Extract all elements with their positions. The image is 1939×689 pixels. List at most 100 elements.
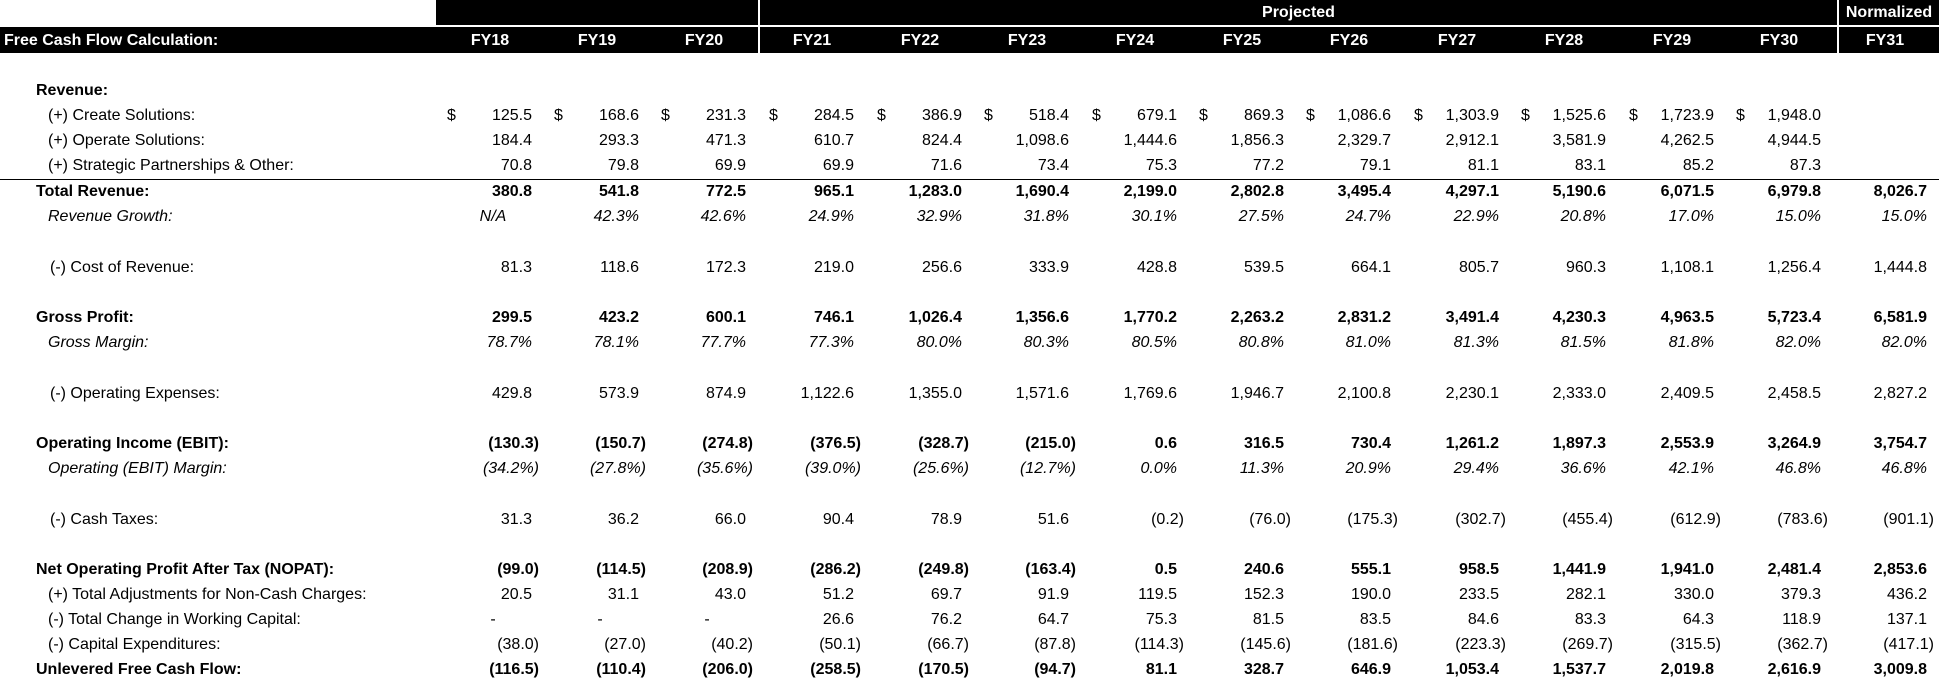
value-cell: 1,444.6 <box>1123 132 1177 149</box>
value-cell: 284.5 <box>813 107 854 124</box>
value-cell: (455.4) <box>1562 511 1613 528</box>
value-cell: (302.7) <box>1455 511 1506 528</box>
value-cell: 137.1 <box>1886 611 1927 628</box>
value-cell: 2,333.0 <box>1552 385 1606 402</box>
value-cell: 664.1 <box>1350 259 1391 276</box>
value-cell: (223.3) <box>1455 636 1506 653</box>
value-cell: 1,303.9 <box>1445 107 1499 124</box>
value-cell: 69.7 <box>930 586 962 603</box>
row-label: (-) Cost of Revenue: <box>50 259 195 276</box>
value-cell: (38.0) <box>497 636 539 653</box>
value-cell: 119.5 <box>1138 586 1177 603</box>
value-cell: (181.6) <box>1347 636 1398 653</box>
row-label: Net Operating Profit After Tax (NOPAT): <box>36 561 335 578</box>
value-cell: 64.7 <box>1037 611 1069 628</box>
year-header-fy19: FY19 <box>577 32 617 49</box>
value-cell: 80.0% <box>916 334 962 351</box>
value-cell: 87.3 <box>1789 157 1821 174</box>
value-cell: (116.5) <box>489 661 539 678</box>
value-cell: 330.0 <box>1673 586 1714 603</box>
currency-symbol: $ <box>769 107 778 124</box>
value-cell: 2,831.2 <box>1337 309 1391 326</box>
year-header-fy27: FY27 <box>1437 32 1477 49</box>
currency-symbol: $ <box>447 107 456 124</box>
row-label: (+) Operate Solutions: <box>48 132 205 149</box>
value-cell: N/A <box>479 208 507 225</box>
value-cell: 0.6 <box>1154 435 1177 452</box>
value-cell: (94.7) <box>1034 661 1076 678</box>
year-header-fy21: FY21 <box>792 32 832 49</box>
value-cell: 15.0% <box>1775 208 1821 225</box>
value-cell: 2,329.7 <box>1337 132 1391 149</box>
value-cell: 256.6 <box>921 259 962 276</box>
value-cell: 42.1% <box>1668 460 1714 477</box>
value-cell: 2,263.2 <box>1230 309 1284 326</box>
value-cell: 965.1 <box>813 183 854 200</box>
value-cell: 81.5 <box>1252 611 1284 628</box>
value-cell: 70.8 <box>500 157 532 174</box>
value-cell: 4,944.5 <box>1767 132 1821 149</box>
value-cell: (145.6) <box>1240 636 1291 653</box>
value-cell: 380.8 <box>491 183 532 200</box>
value-cell: 4,963.5 <box>1660 309 1714 326</box>
year-header-fy31: FY31 <box>1865 32 1905 49</box>
value-cell: 805.7 <box>1458 259 1499 276</box>
value-cell: 1,525.6 <box>1552 107 1606 124</box>
value-cell: (417.1) <box>1883 636 1934 653</box>
year-header-fy28: FY28 <box>1544 32 1584 49</box>
value-cell: 51.2 <box>822 586 854 603</box>
value-cell: 27.5% <box>1238 208 1284 225</box>
value-cell: 869.3 <box>1243 107 1284 124</box>
value-cell: 73.4 <box>1037 157 1069 174</box>
value-cell: (0.2) <box>1151 511 1184 528</box>
header-group-bar-normalized <box>1839 0 1939 25</box>
value-cell: 75.3 <box>1145 157 1177 174</box>
value-cell: 1,026.4 <box>908 309 962 326</box>
table-row: Revenue: <box>0 78 1939 103</box>
table-row: (+) Strategic Partnerships & Other: 70.8 7… <box>0 153 1939 178</box>
value-cell: 772.5 <box>705 183 746 200</box>
value-cell: 1,355.0 <box>908 385 962 402</box>
value-cell: 11.3% <box>1239 460 1284 477</box>
value-cell: 125.5 <box>491 107 532 124</box>
currency-symbol: $ <box>984 107 993 124</box>
table-row: (-) Capital Expenditures: (38.0) (27.0) (40… <box>0 632 1939 657</box>
value-cell: 429.8 <box>491 385 532 402</box>
currency-symbol: $ <box>554 107 563 124</box>
value-cell: (208.9) <box>702 561 753 578</box>
value-cell: (362.7) <box>1777 636 1828 653</box>
value-cell: (258.5) <box>810 661 861 678</box>
value-cell: 1,690.4 <box>1015 183 1069 200</box>
value-cell: 1,108.1 <box>1660 259 1714 276</box>
currency-symbol: $ <box>877 107 886 124</box>
year-header-fy25: FY25 <box>1222 32 1262 49</box>
row-label: Unlevered Free Cash Flow: <box>36 661 242 678</box>
value-cell: (130.3) <box>488 435 539 452</box>
header-group-bar-left <box>436 0 758 25</box>
value-cell: 118.9 <box>1782 611 1821 628</box>
value-cell: 51.6 <box>1037 511 1069 528</box>
value-cell: 184.4 <box>491 132 532 149</box>
value-cell: 84.6 <box>1467 611 1499 628</box>
value-cell: (50.1) <box>819 636 861 653</box>
value-cell: 1,948.0 <box>1767 107 1821 124</box>
row-label: Total Revenue: <box>36 183 150 200</box>
value-cell: 1,086.6 <box>1337 107 1391 124</box>
value-cell: 81.0% <box>1345 334 1391 351</box>
value-cell: 79.8 <box>607 157 639 174</box>
value-cell: 83.1 <box>1574 157 1606 174</box>
value-cell: 20.5 <box>500 586 532 603</box>
value-cell: 81.8% <box>1668 334 1714 351</box>
header-separator <box>1837 0 1839 53</box>
value-cell: 3,009.8 <box>1873 661 1927 678</box>
value-cell: 31.3 <box>500 511 532 528</box>
currency-symbol: $ <box>1306 107 1315 124</box>
value-cell: 1,283.0 <box>908 183 962 200</box>
value-cell: 85.2 <box>1682 157 1714 174</box>
table-row: (+) Total Adjustments for Non-Cash Charg… <box>0 582 1939 607</box>
value-cell: 66.0 <box>714 511 746 528</box>
value-cell: 6,071.5 <box>1660 183 1714 200</box>
value-cell: 573.9 <box>598 385 639 402</box>
value-cell: (274.8) <box>702 435 753 452</box>
value-cell: (12.7%) <box>1019 460 1076 477</box>
